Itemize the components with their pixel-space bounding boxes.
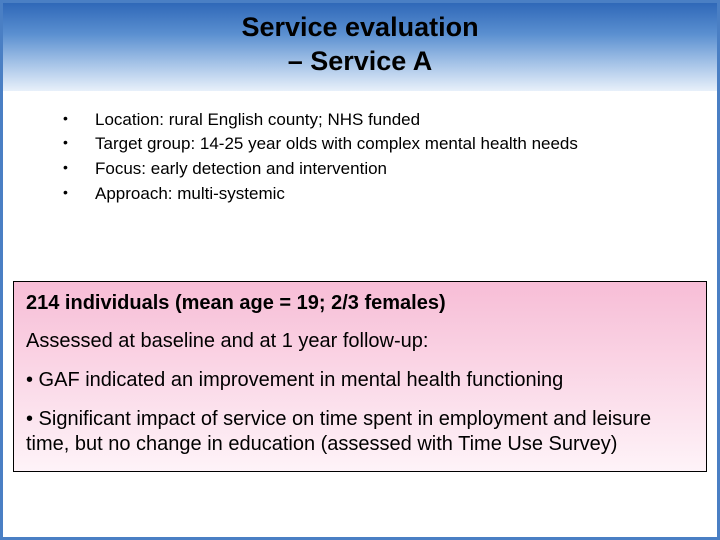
findings-point: • GAF indicated an improvement in mental… (26, 368, 694, 393)
findings-box: 214 individuals (mean age = 19; 2/3 fema… (13, 281, 707, 472)
findings-point: • Significant impact of service on time … (26, 407, 694, 457)
title-line-1: Service evaluation (3, 11, 717, 45)
bullet-item: Location: rural English county; NHS fund… (63, 109, 669, 132)
title-bar: Service evaluation – Service A (3, 3, 717, 91)
bullet-item: Focus: early detection and intervention (63, 158, 669, 181)
bullet-item: Target group: 14-25 year olds with compl… (63, 133, 669, 156)
title-line-2: – Service A (3, 45, 717, 79)
findings-intro: Assessed at baseline and at 1 year follo… (26, 329, 694, 354)
bullet-item: Approach: multi-systemic (63, 183, 669, 206)
findings-heading: 214 individuals (mean age = 19; 2/3 fema… (26, 292, 694, 315)
bullet-list: Location: rural English county; NHS fund… (3, 91, 717, 207)
